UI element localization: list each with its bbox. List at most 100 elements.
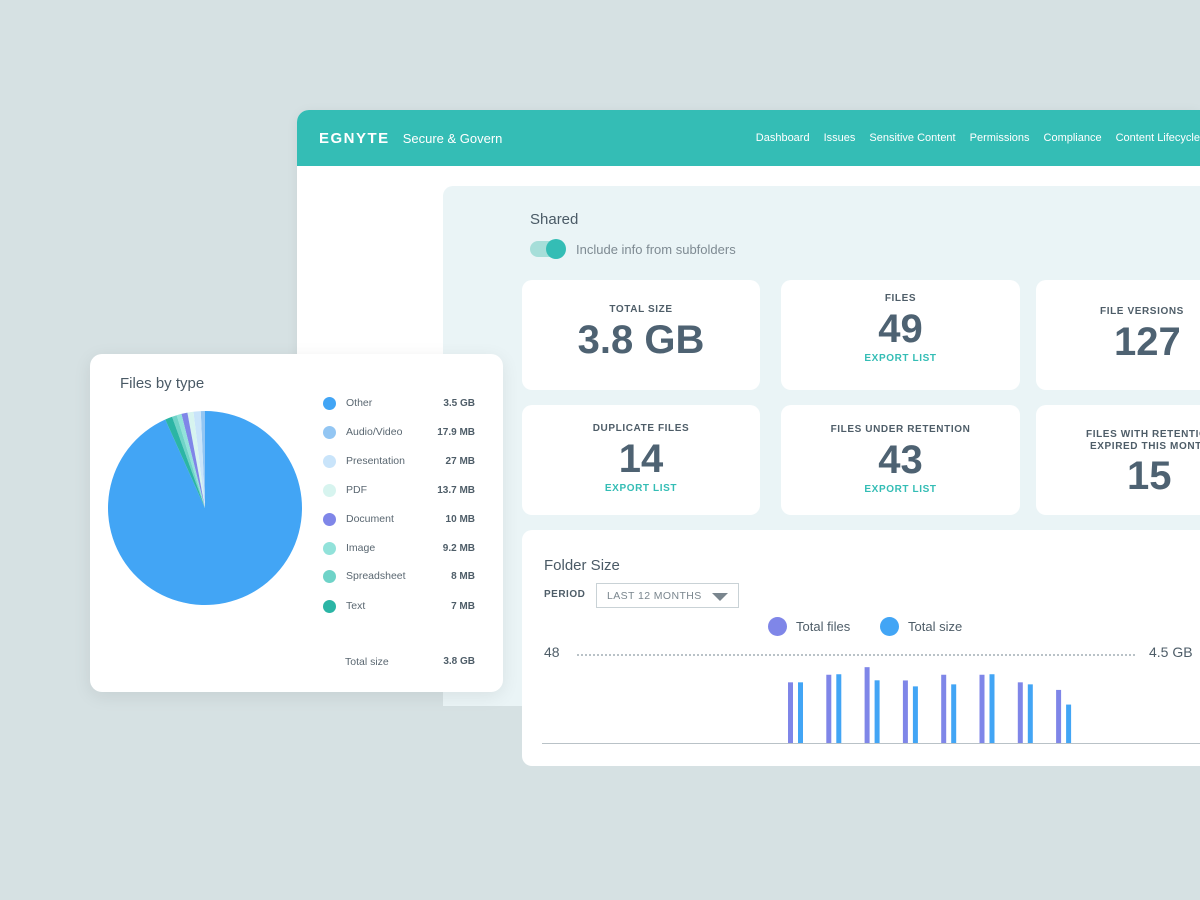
legend-row-image: Image 9.2 MB (323, 539, 475, 557)
pie-slice-presentation[interactable] (193, 411, 205, 508)
nav-issues[interactable]: Issues (823, 132, 856, 144)
legend-total-files-label: Total files (796, 619, 851, 634)
duplicate-files-value: 14 (618, 437, 664, 481)
legend-size-document: 10 MB (445, 513, 475, 525)
pie-slice-other[interactable] (107, 411, 302, 605)
legend-name-audio-video: Audio/Video (346, 426, 403, 438)
legend-total-size[interactable]: Total size (880, 617, 962, 636)
egnyte-logo[interactable]: EGNYTE (319, 129, 390, 147)
bar-total-files-3[interactable] (902, 680, 908, 743)
legend-size-image: 9.2 MB (442, 542, 475, 554)
files-under-retention-card: FILES UNDER RETENTION 43 EXPORT LIST (781, 405, 1020, 515)
bar-total-files-5[interactable] (979, 674, 985, 743)
legend-size-other: 3.5 GB (443, 397, 475, 409)
file-versions-card: FILE VERSIONS 127 (1036, 280, 1200, 390)
bar-total-size-2[interactable] (874, 680, 880, 743)
legend-row-presentation: Presentation 27 MB (323, 452, 475, 470)
total-size-value: 3.8 GB (577, 318, 705, 362)
files-export-link[interactable]: EXPORT LIST (864, 353, 937, 364)
total-size-label: TOTAL SIZE (609, 304, 673, 315)
legend-total-size-label: Total size (908, 619, 963, 634)
total-size-row-value: 3.8 GB (443, 656, 475, 667)
bar-total-size-4[interactable] (951, 684, 957, 743)
shared-title: Shared (530, 211, 579, 228)
period-select-value: LAST 12 MONTHS (607, 590, 702, 602)
top-bar: EGNYTE Secure & Govern Dashboard Issues … (297, 110, 1200, 166)
files-retention-expired-label-2: EXPIRED THIS MONTH (1090, 441, 1200, 452)
nav-dashboard[interactable]: Dashboard (755, 132, 810, 144)
total-size-card: TOTAL SIZE 3.8 GB (522, 280, 760, 390)
bar-total-files-2[interactable] (864, 667, 870, 743)
bar-total-size-5[interactable] (989, 674, 995, 743)
legend-row-pdf: PDF 13.7 MB (323, 481, 475, 499)
axis-left-max: 48 (544, 644, 560, 660)
legend-total-files[interactable]: Total files (768, 617, 850, 636)
bar-total-size-6[interactable] (1027, 684, 1033, 743)
files-value: 49 (878, 307, 923, 351)
total-size-row: Total size 3.8 GB (345, 656, 475, 668)
pie-slice-audio-video[interactable] (200, 411, 205, 508)
legend-row-document: Document 10 MB (323, 510, 475, 528)
period-label: PERIOD (544, 589, 586, 600)
subfolders-toggle-label: Include info from subfolders (576, 242, 736, 257)
legend-row-other: Other 3.5 GB (323, 394, 475, 412)
nav-content-lifecycle[interactable]: Content Lifecycle (1115, 132, 1200, 144)
nav-compliance[interactable]: Compliance (1043, 132, 1102, 144)
pie-slice-pdf[interactable] (187, 411, 205, 508)
main-nav: Dashboard Issues Sensitive Content Permi… (756, 132, 1200, 144)
bar-total-files-0[interactable] (788, 682, 793, 743)
files-by-type-pie (107, 411, 302, 605)
legend-size-pdf: 13.7 MB (437, 484, 475, 496)
legend-name-image: Image (346, 542, 376, 554)
bar-total-files-6[interactable] (1017, 682, 1023, 743)
pie-slice-spreadsheet[interactable] (172, 415, 205, 508)
bar-total-files-4[interactable] (941, 674, 947, 743)
toggle-knob[interactable] (546, 239, 566, 259)
bar-total-files-1[interactable] (826, 674, 832, 743)
legend-name-presentation: Presentation (346, 455, 405, 467)
file-versions-value: 127 (1114, 320, 1181, 364)
legend-dot-image (323, 541, 336, 555)
bar-total-size-1[interactable] (836, 674, 842, 743)
legend-size-text: 7 MB (451, 600, 475, 612)
legend-dot-document (323, 512, 336, 526)
bar-total-size-7[interactable] (1066, 704, 1072, 743)
files-by-type-title: Files by type (120, 375, 205, 392)
pie-slice-document[interactable] (181, 412, 205, 508)
files-retention-expired-label-1: FILES WITH RETENTION (1086, 429, 1200, 440)
files-under-retention-export-link[interactable]: EXPORT LIST (864, 484, 937, 495)
bar-total-size-3[interactable] (912, 686, 918, 743)
pie-slice-text[interactable] (165, 416, 205, 508)
duplicate-files-label: DUPLICATE FILES (592, 423, 690, 434)
bar-total-files-7[interactable] (1056, 689, 1062, 743)
legend-size-spreadsheet: 8 MB (451, 570, 475, 582)
subfolders-toggle[interactable] (530, 239, 566, 259)
total-size-row-label: Total size (345, 656, 389, 668)
files-by-type-card: Files by type Other 3.5 GB Audio/Video 1… (90, 354, 503, 692)
chevron-down-icon (712, 593, 728, 601)
max-gridline (577, 654, 1135, 656)
legend-dot-other (323, 396, 336, 410)
legend-total-size-dot (880, 617, 899, 636)
folder-size-bars (542, 667, 1200, 744)
period-select[interactable]: LAST 12 MONTHS (596, 583, 739, 608)
legend-size-presentation: 27 MB (445, 455, 475, 467)
files-under-retention-value: 43 (878, 438, 923, 482)
legend-name-text: Text (346, 600, 366, 612)
product-name: Secure & Govern (402, 130, 503, 146)
legend-dot-spreadsheet (323, 569, 336, 583)
legend-name-other: Other (346, 397, 373, 409)
nav-permissions[interactable]: Permissions (969, 132, 1030, 144)
files-card: FILES 49 EXPORT LIST (781, 280, 1020, 390)
legend-size-audio-video: 17.9 MB (437, 426, 475, 438)
duplicate-files-export-link[interactable]: EXPORT LIST (604, 483, 678, 494)
legend-dot-text (323, 599, 336, 613)
pie-slice-image[interactable] (176, 413, 205, 508)
legend-row-audio-video: Audio/Video 17.9 MB (323, 423, 475, 441)
legend-name-pdf: PDF (346, 484, 367, 496)
file-versions-label: FILE VERSIONS (1100, 306, 1184, 317)
bar-total-size-0[interactable] (798, 682, 803, 743)
files-under-retention-label: FILES UNDER RETENTION (830, 424, 971, 435)
legend-name-document: Document (346, 513, 394, 525)
nav-sensitive-content[interactable]: Sensitive Content (869, 132, 956, 144)
